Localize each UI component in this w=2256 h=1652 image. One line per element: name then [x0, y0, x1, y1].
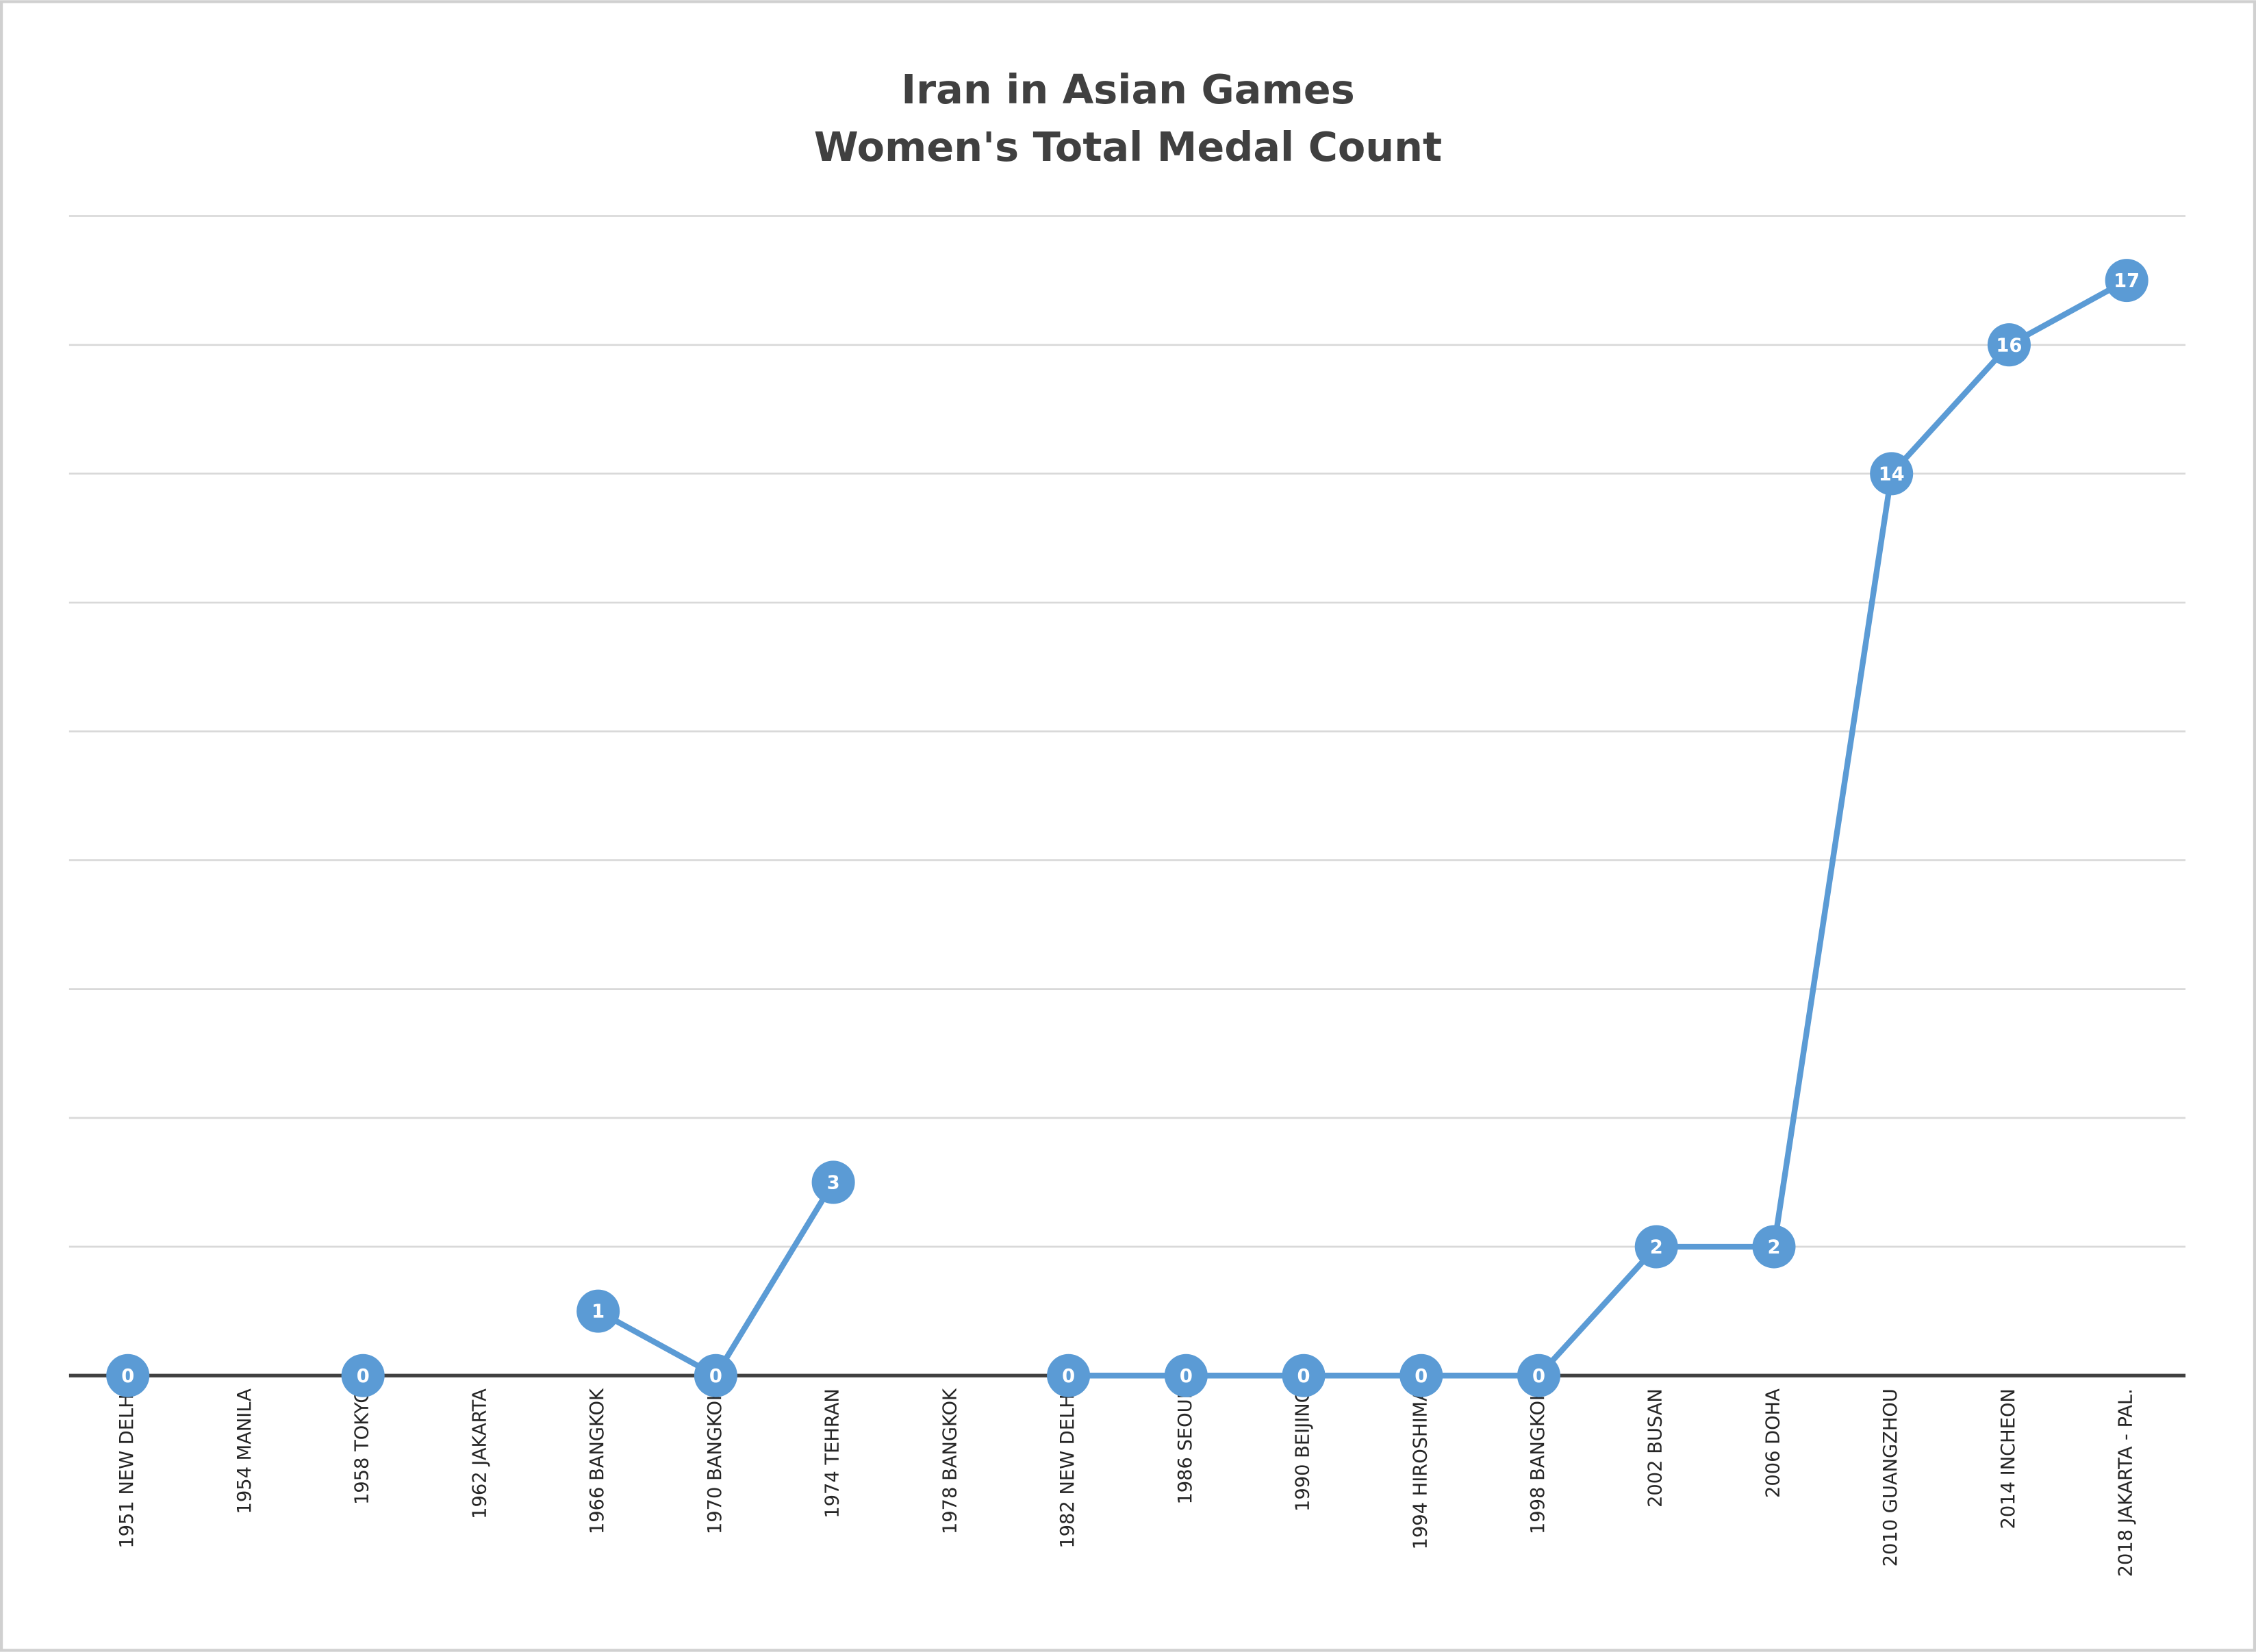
data-label: 0 [1532, 1366, 1545, 1387]
x-tick-label: 1978 BANGKOK [939, 1388, 961, 1534]
data-point [1987, 323, 2031, 367]
x-tick-label: 1990 BEIJING [1293, 1388, 1314, 1512]
data-point [1752, 1225, 1796, 1269]
data-point [1399, 1354, 1443, 1397]
chart-subtitle: Women's Total Medal Count [814, 123, 1442, 170]
data-point [1517, 1354, 1561, 1397]
data-label: 16 [1996, 335, 2022, 356]
data-label: 2 [1767, 1237, 1780, 1258]
x-tick-label: 1951 NEW DELHI [116, 1388, 138, 1549]
x-tick-label: 2010 GUANGZHOU [1880, 1388, 1901, 1566]
data-label: 0 [357, 1366, 370, 1387]
data-point [811, 1160, 855, 1204]
data-label: 1 [592, 1301, 605, 1323]
data-point [106, 1354, 150, 1397]
data-label: 3 [827, 1173, 840, 1194]
x-tick-label: 1970 BANGKOK [705, 1388, 726, 1534]
data-point [1164, 1354, 1208, 1397]
data-point [1870, 452, 1914, 496]
chart-title: Iran in Asian Games [901, 66, 1354, 113]
x-tick-label: 1994 HIROSHIMA [1410, 1388, 1431, 1550]
data-point [1047, 1354, 1091, 1397]
data-label: 2 [1650, 1237, 1663, 1258]
data-point [2105, 259, 2149, 303]
x-tick-label: 2006 DOHA [1762, 1388, 1784, 1498]
data-label: 0 [1415, 1366, 1428, 1387]
data-label: 0 [1297, 1366, 1310, 1387]
data-point [576, 1289, 620, 1333]
x-tick-label: 1958 TOKYO [352, 1388, 373, 1505]
x-tick-label: 1962 JAKARTA [469, 1388, 490, 1519]
x-tick-label: 1954 MANILA [234, 1388, 255, 1514]
x-tick-label: 1966 BANGKOK [587, 1388, 608, 1534]
data-label: 0 [1062, 1366, 1075, 1387]
data-label: 0 [1180, 1366, 1193, 1387]
data-label: 14 [1879, 463, 1905, 485]
x-tick-label: 1974 TEHRAN [822, 1388, 844, 1518]
data-point [341, 1354, 385, 1397]
x-tick-label: 2018 JAKARTA - PAL. [2116, 1388, 2137, 1577]
x-tick-label: 2014 INCHEON [1998, 1388, 2019, 1529]
x-tick-label: 2002 BUSAN [1645, 1388, 1666, 1508]
x-tick-label: 1982 NEW DELHI [1057, 1388, 1078, 1549]
data-point [694, 1354, 737, 1397]
data-label: 0 [121, 1366, 134, 1387]
data-label: 17 [2114, 270, 2140, 292]
data-point [1634, 1225, 1678, 1269]
x-tick-label: 1998 BANGKOK [1528, 1388, 1549, 1534]
data-label: 0 [709, 1366, 722, 1387]
x-tick-label: 1986 SEOUL [1175, 1388, 1196, 1504]
data-point [1282, 1354, 1326, 1397]
